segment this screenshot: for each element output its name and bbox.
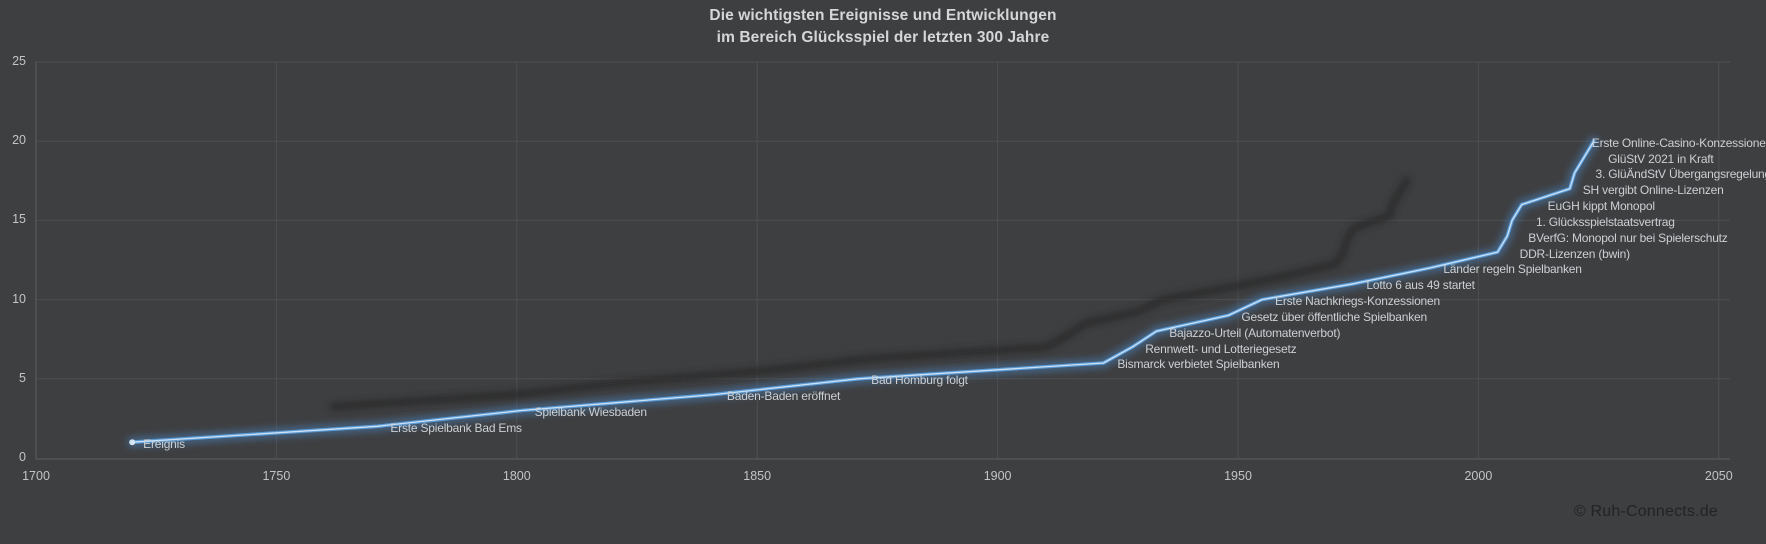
- x-tick-label: 2000: [1464, 469, 1493, 483]
- event-label: Bajazzo-Urteil (Automatenverbot): [1169, 325, 1341, 340]
- event-label: GlüStV 2021 in Kraft: [1608, 151, 1714, 166]
- event-label: EuGH kippt Monopol: [1547, 199, 1655, 214]
- x-tick-label: 1800: [502, 469, 531, 483]
- event-label: Baden-Baden eröffnet: [726, 389, 841, 404]
- event-label: Lotto 6 aus 49 startet: [1366, 278, 1475, 293]
- y-tick-label: 5: [19, 370, 26, 385]
- event-label: Spielbank Wiesbaden: [534, 404, 647, 419]
- y-tick-label: 25: [12, 54, 26, 68]
- chart-title-line2: im Bereich Glücksspiel der letzten 300 J…: [716, 29, 1050, 46]
- event-label: Bad Homburg folgt: [871, 373, 968, 388]
- event-label: Erste Spielbank Bad Ems: [390, 420, 522, 435]
- event-label: Rennwett- und Lotteriegesetz: [1145, 341, 1297, 356]
- event-label: 3. GlüÄndStV Übergangsregelung: [1595, 167, 1766, 182]
- y-tick-label: 10: [12, 291, 26, 306]
- event-label: DDR-Lizenzen (bwin): [1519, 246, 1630, 261]
- y-tick-label: 20: [12, 133, 26, 148]
- y-tick-label: 0: [19, 450, 26, 464]
- watermark: © Ruh-Connects.de: [1573, 503, 1718, 520]
- event-label: Erste Online-Casino-Konzessionen: [1591, 135, 1766, 150]
- start-point-marker: [129, 439, 136, 446]
- chart-title-line1: Die wichtigsten Ereignisse und Entwicklu…: [709, 7, 1057, 24]
- series-start-label: Ereignis: [143, 436, 185, 451]
- x-tick-label: 1900: [983, 469, 1012, 483]
- timeline-shadow: [329, 176, 1411, 411]
- event-label: Gesetz über öffentliche Spielbanken: [1241, 309, 1427, 324]
- x-tick-label: 1950: [1224, 469, 1252, 483]
- y-tick-label: 15: [12, 212, 26, 227]
- event-label: SH vergibt Online-Lizenzen: [1582, 183, 1724, 198]
- event-label: Erste Nachkriegs-Konzessionen: [1275, 294, 1440, 309]
- event-label: BVerfG: Monopol nur bei Spielerschutz: [1528, 230, 1728, 245]
- x-tick-label: 2050: [1704, 469, 1733, 483]
- timeline-core: [131, 140, 1595, 443]
- event-label: Länder regeln Spielbanken: [1443, 262, 1582, 277]
- event-label: 1. Glücksspielstaatsvertrag: [1536, 214, 1675, 229]
- x-tick-label: 1850: [743, 469, 772, 483]
- x-tick-label: 1700: [22, 469, 50, 483]
- event-label: Bismarck verbietet Spielbanken: [1117, 357, 1280, 372]
- x-tick-label: 1750: [262, 469, 291, 483]
